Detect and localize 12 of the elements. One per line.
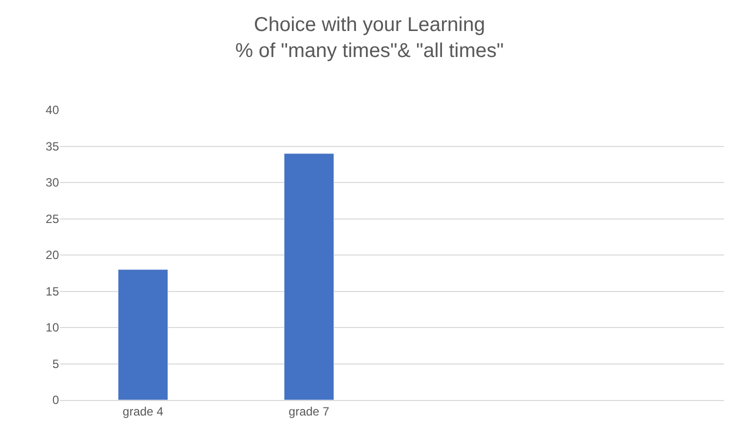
y-tick-label: 10 xyxy=(46,320,60,335)
y-tick-label: 35 xyxy=(46,139,60,154)
y-tick-label: 20 xyxy=(46,248,60,262)
y-tick-label: 15 xyxy=(46,284,60,298)
x-tick-label: grade 7 xyxy=(288,404,330,418)
y-tick-label: 5 xyxy=(52,356,60,371)
y-tick-label: 40 xyxy=(46,103,60,118)
y-tick-label: 25 xyxy=(46,212,60,226)
y-tick-label: 30 xyxy=(46,176,60,190)
x-tick-label: grade 4 xyxy=(122,404,164,418)
y-tick-label: 0 xyxy=(52,393,60,408)
chart-title: Choice with your Learning % of "many times"& "all times" xyxy=(235,14,504,62)
